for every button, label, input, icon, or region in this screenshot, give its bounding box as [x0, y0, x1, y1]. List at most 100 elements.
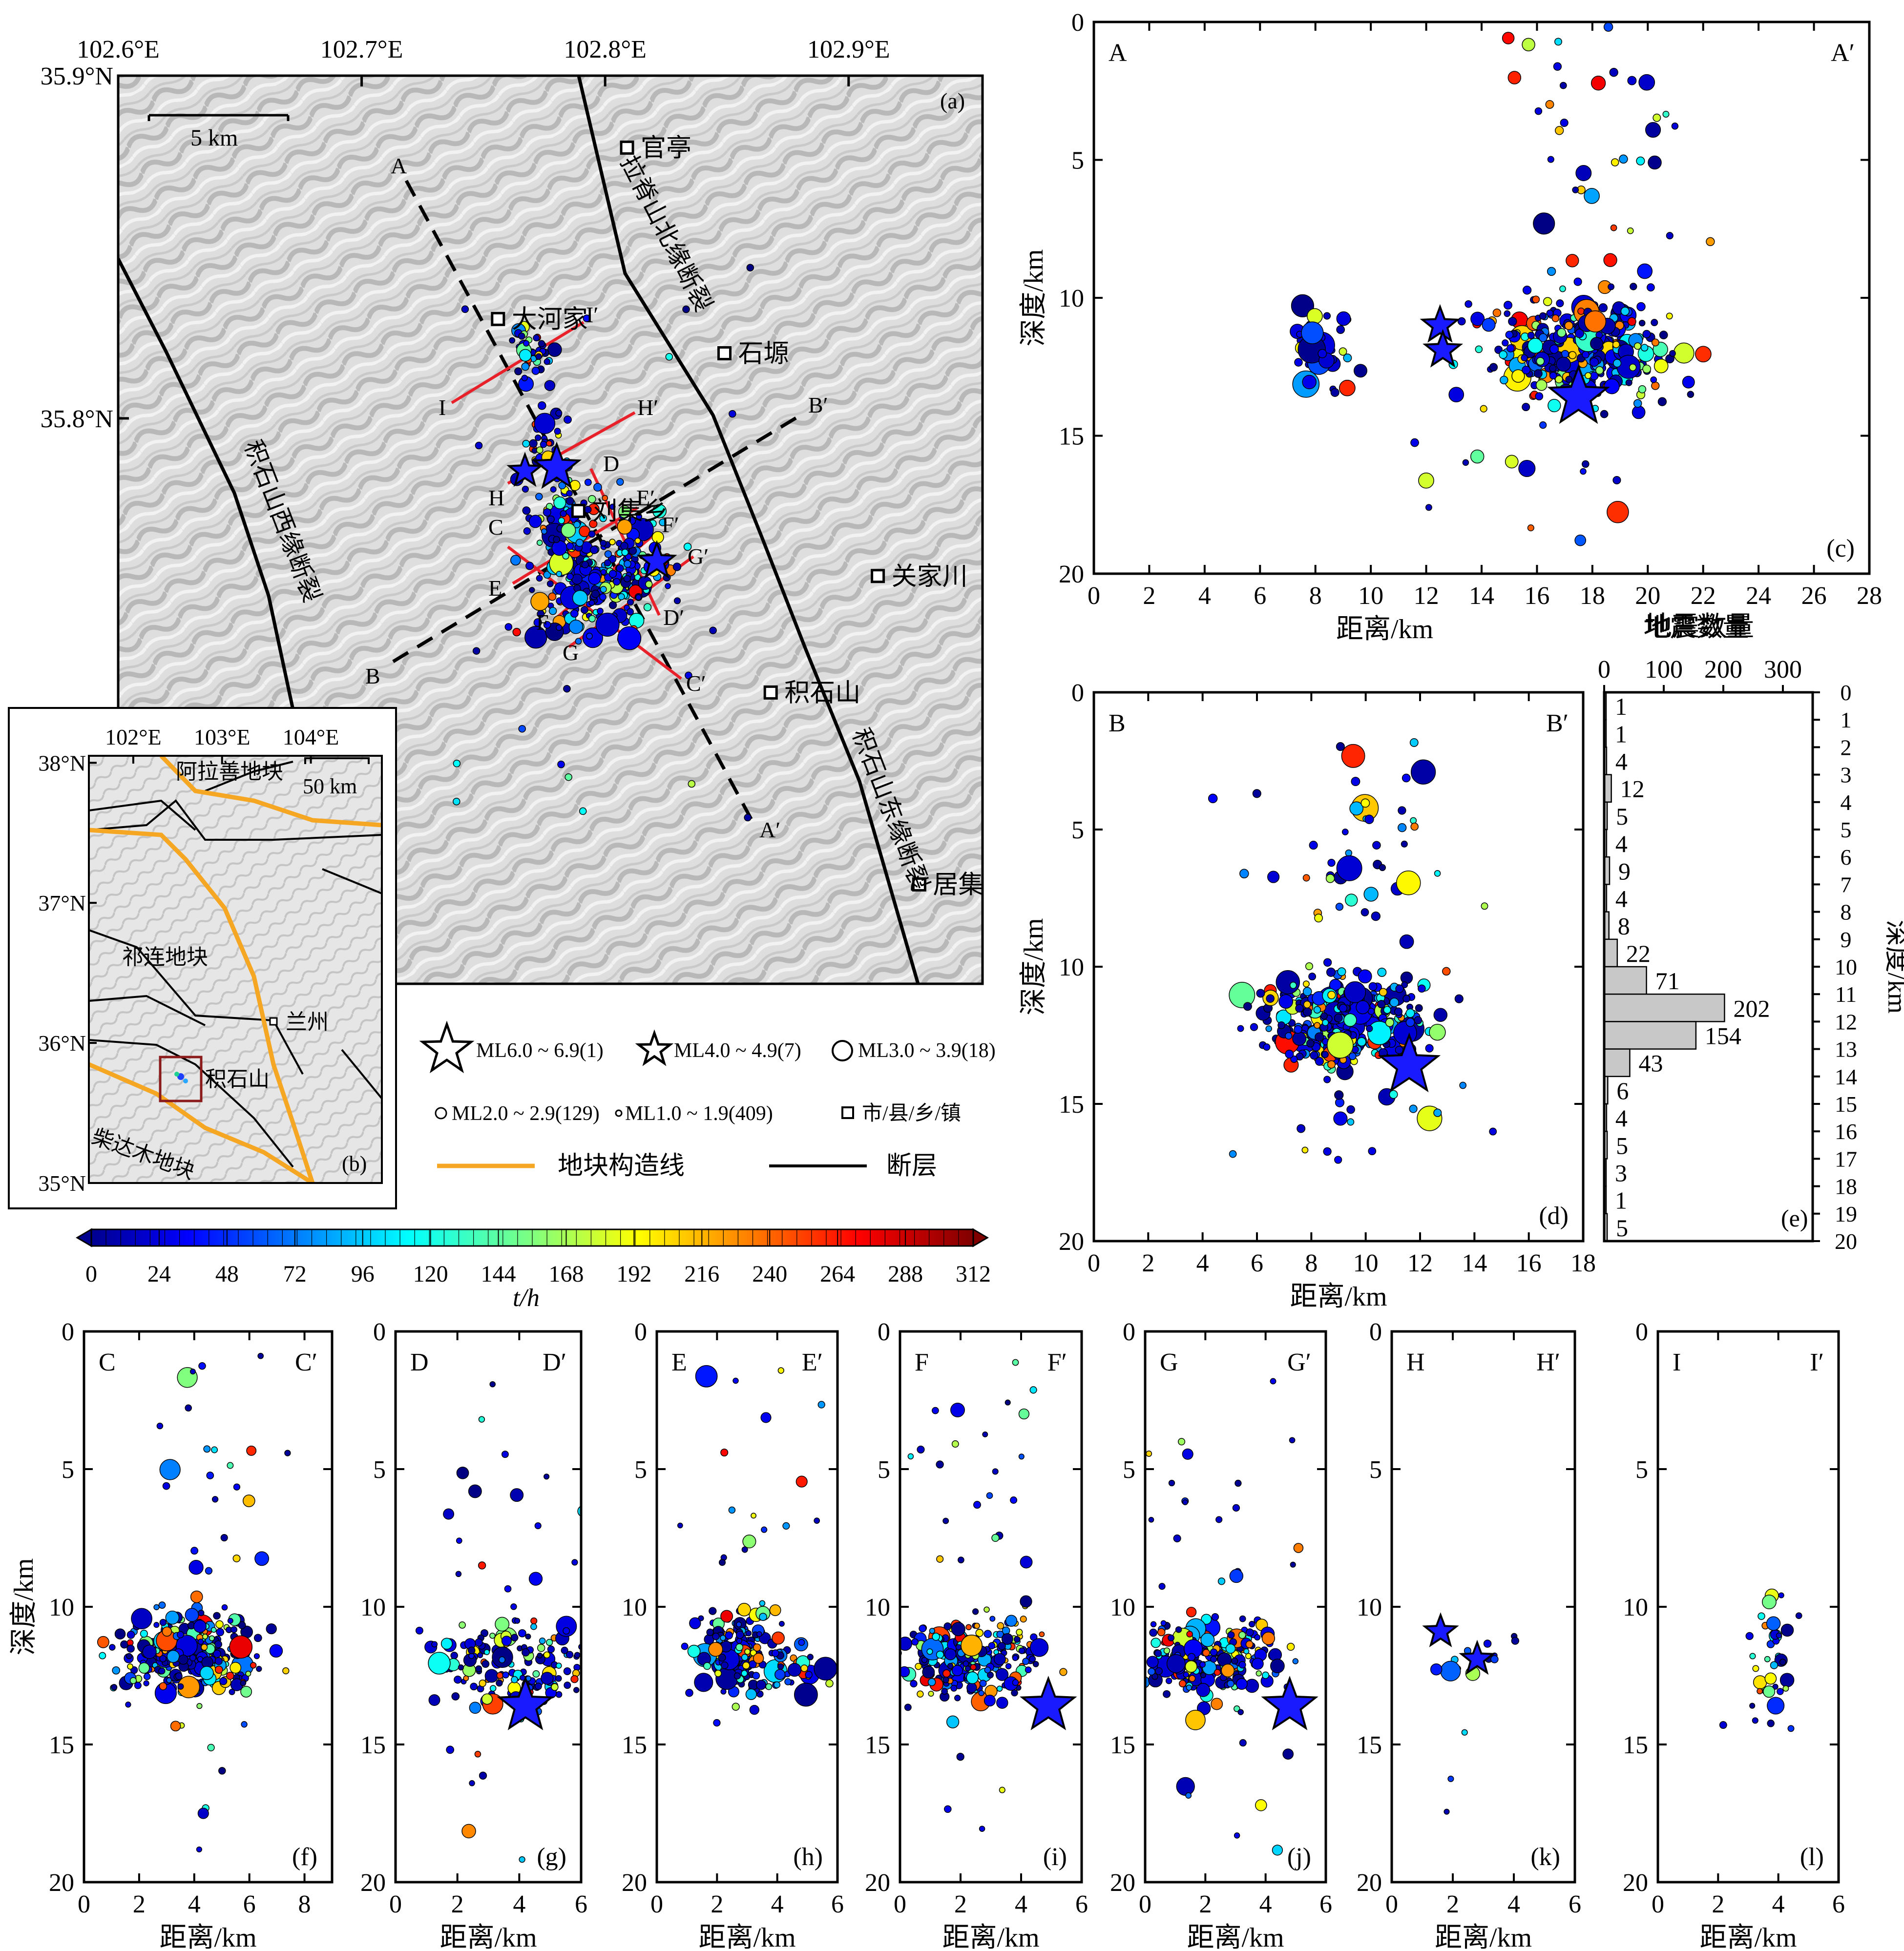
town-marker: [620, 140, 634, 155]
hypocenter-point: [129, 1677, 137, 1684]
hypocenter-point: [1270, 1378, 1276, 1385]
hypocenter-point: [1302, 987, 1312, 996]
label-G-prime: G′: [688, 544, 709, 569]
colorbar: 0 24 48 72 96 120 144 168 192 216 240 264 288 312 t/h: [76, 1228, 991, 1312]
hypocenter-point: [201, 1643, 208, 1651]
hypocenter-point: [459, 1621, 466, 1629]
hypocenter-point: [1020, 1616, 1027, 1623]
hypocenter-point: [1610, 224, 1617, 231]
hypocenter-point: [1305, 962, 1314, 971]
hypocenter-point: [997, 1622, 1004, 1630]
hypocenter-point: [479, 1771, 487, 1780]
hypocenter-point: [1695, 346, 1712, 363]
scatter-points-i: [900, 1359, 1077, 1832]
x-tick-label: 16: [1516, 1249, 1542, 1277]
hypocenter-point: [156, 1422, 164, 1430]
x-tick-label: 4: [513, 1890, 525, 1918]
hypocenter-point: [1211, 1698, 1223, 1710]
y-tick-label: 10: [1110, 1594, 1135, 1621]
x-tick-label: 6: [1075, 1890, 1088, 1918]
hypocenter-point: [1163, 1690, 1171, 1698]
hypocenter-point: [518, 1629, 526, 1638]
histogram-bar-label: 4: [1615, 830, 1628, 857]
hypocenter-point: [1356, 1000, 1370, 1015]
scale-bar: 5 km: [147, 114, 290, 151]
hypocenter-point: [1669, 350, 1676, 357]
hypocenter-point: [1128, 1650, 1141, 1664]
hypocenter-point: [1557, 328, 1567, 337]
y-tick-label: 0: [373, 1318, 386, 1346]
hypocenter-point: [932, 1633, 940, 1641]
x-tick-label: 4: [1772, 1890, 1785, 1918]
x-tick-label: 2: [451, 1890, 464, 1918]
hypocenter-point: [1235, 1678, 1248, 1690]
hypocenter-point: [1025, 1666, 1032, 1673]
x-tick-label: 4: [771, 1890, 784, 1918]
hypocenter-point: [741, 1654, 749, 1661]
histogram-bar-label: 1: [1615, 693, 1627, 720]
map-epicenter: [575, 638, 582, 645]
x-tick-label: 0: [1139, 1890, 1151, 1918]
hypocenter-point: [1492, 309, 1502, 317]
histogram-y-tick: 9: [1841, 927, 1852, 952]
hypocenter-point: [111, 1684, 118, 1691]
hypocenter-point: [1215, 1516, 1223, 1523]
map-epicenter: [512, 628, 521, 637]
hypocenter-point: [1020, 1556, 1033, 1569]
hypocenter-point: [1270, 1659, 1285, 1674]
hypocenter-point: [607, 1718, 611, 1723]
hypocenter-point: [1022, 1658, 1029, 1665]
hypocenter-point: [1345, 893, 1358, 907]
map-epicenter: [537, 610, 545, 618]
map-epicenter: [593, 483, 602, 492]
hypocenter-point: [712, 1633, 720, 1640]
hypocenter-point: [1313, 1006, 1321, 1014]
hypocenter-point: [917, 1445, 925, 1453]
hypocenter-point: [1341, 744, 1365, 768]
hypocenter-point: [741, 1546, 748, 1553]
hypocenter-point: [1590, 337, 1604, 351]
hypocenter-point: [1377, 967, 1387, 977]
hypocenter-point: [1013, 1636, 1021, 1643]
profile-end-label: G′: [1287, 1349, 1311, 1376]
hypocenter-point: [736, 1621, 742, 1627]
map-epicenter: [536, 575, 543, 582]
hypocenter-point: [1323, 1147, 1332, 1156]
map-epicenter: [586, 632, 593, 640]
hypocenter-point: [772, 1649, 779, 1657]
hypocenter-point: [1326, 967, 1336, 977]
hypocenter-point: [1234, 1705, 1240, 1712]
hypocenter-point: [1531, 14, 1537, 20]
hypocenter-point: [950, 1684, 958, 1692]
map-epicenter: [546, 580, 554, 587]
hypocenter-point: [1252, 1658, 1264, 1670]
map-epicenter: [523, 527, 531, 535]
hypocenter-point: [514, 1618, 521, 1624]
town-label: 居集: [933, 871, 983, 899]
inset-faults: [89, 761, 382, 1168]
histogram-y-tick: 5: [1841, 817, 1852, 842]
hypocenter-point: [469, 1780, 475, 1786]
map-epicenter: [665, 583, 671, 589]
hypocenter-point: [996, 1697, 1008, 1709]
hypocenter-point: [1377, 1000, 1386, 1009]
map-epicenter: [634, 538, 641, 544]
x-axis-label: 距离/km: [159, 1923, 256, 1951]
hypocenter-point: [1470, 311, 1485, 326]
histogram-bar: [1603, 1048, 1631, 1078]
hypocenter-point: [1250, 1023, 1258, 1031]
hypocenter-point: [794, 1682, 818, 1707]
hypocenter-point: [1166, 1654, 1186, 1673]
hypocenter-point: [1766, 1616, 1781, 1631]
map-epicenter: [580, 606, 588, 614]
hypocenter-point: [1795, 1612, 1802, 1619]
map-epicenter: [475, 441, 483, 450]
hypocenter-point: [214, 1657, 223, 1665]
hypocenter-point: [1687, 391, 1695, 398]
map-epicenter: [624, 560, 631, 568]
hypocenter-point: [1502, 339, 1509, 347]
x-tick-label: 12: [1407, 1249, 1433, 1277]
hypocenter-point: [214, 1665, 223, 1674]
hypocenter-point: [1642, 364, 1652, 374]
